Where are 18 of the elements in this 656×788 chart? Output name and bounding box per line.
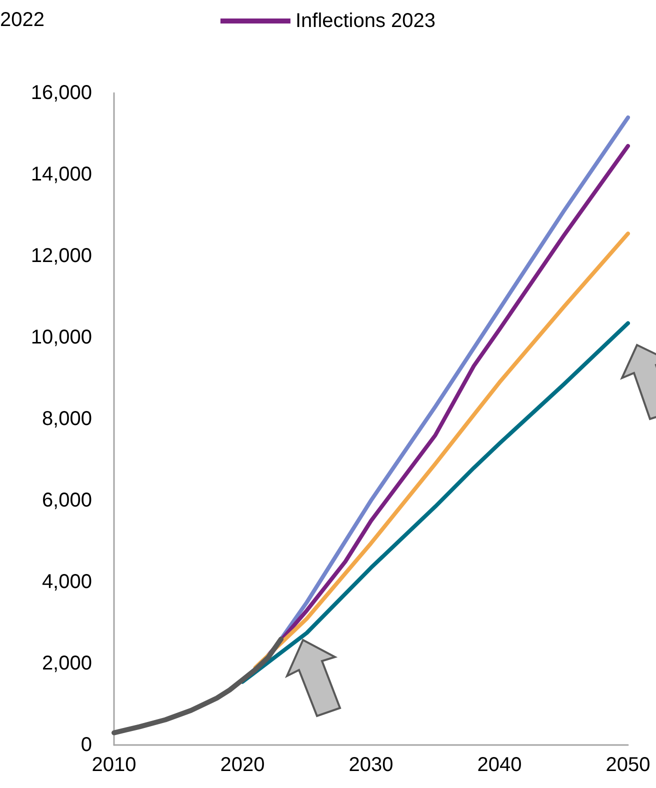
x-tick-label: 2010 — [92, 754, 136, 776]
y-tick-label: 4,000 — [42, 571, 92, 593]
y-tick-label: 12,000 — [30, 245, 92, 267]
x-tick-label: 2030 — [348, 754, 394, 776]
y-tick-label: 6,000 — [42, 490, 92, 512]
x-tick-label: 2040 — [477, 754, 522, 776]
y-tick-label: 14,000 — [30, 164, 92, 186]
line-series — [240, 321, 630, 684]
y-tick-label: 8,000 — [42, 408, 92, 430]
x-tick-label: 2020 — [220, 754, 265, 776]
y-tick-label: 10,000 — [30, 326, 92, 348]
text: 2022 — [0, 9, 44, 31]
y-tick-label: 2,000 — [42, 652, 92, 674]
line-series — [253, 232, 630, 670]
y-tick-label: 16,000 — [30, 82, 92, 104]
x-tick-label: 2050 — [606, 754, 650, 776]
legend-label: Inflections 2023 — [295, 10, 436, 32]
y-tick-label: 0 — [80, 734, 92, 756]
